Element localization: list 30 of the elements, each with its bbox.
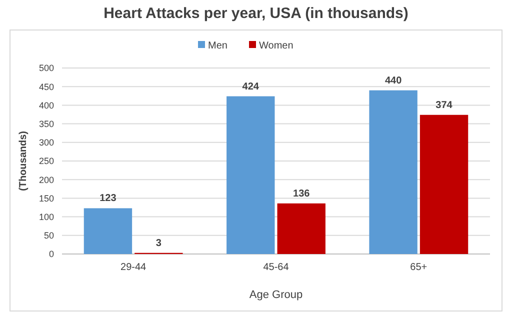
y-tick-label: 350 — [38, 118, 54, 129]
bar — [420, 114, 468, 254]
y-tick-label: 400 — [38, 100, 54, 110]
bar — [84, 208, 132, 254]
y-tick-label: 0 — [48, 249, 54, 260]
legend-label: Men — [208, 40, 228, 52]
y-axis-title: (Thousands) — [18, 131, 29, 191]
data-label: 3 — [156, 238, 162, 249]
data-label: 374 — [436, 100, 453, 111]
data-label: 136 — [293, 188, 310, 200]
x-axis-title: Age Group — [249, 289, 303, 301]
y-tick-label: 500 — [38, 63, 54, 74]
x-tick-label: 65+ — [410, 262, 428, 273]
bar — [226, 96, 275, 254]
legend-label: Women — [259, 40, 294, 52]
y-tick-label: 50 — [44, 230, 54, 241]
x-tick-label: 29-44 — [120, 262, 147, 273]
bar — [369, 90, 418, 254]
chart-title: Heart Attacks per year, USA (in thousands) — [104, 5, 408, 22]
y-tick-label: 300 — [38, 138, 54, 148]
y-tick-label: 250 — [38, 156, 54, 166]
y-tick-label: 450 — [38, 82, 54, 92]
data-label: 424 — [242, 81, 260, 92]
bar — [277, 203, 326, 254]
y-tick-label: 150 — [38, 193, 54, 204]
y-tick-label: 200 — [38, 174, 54, 185]
data-label: 440 — [384, 75, 402, 86]
x-tick-label: 45-64 — [263, 262, 290, 273]
y-tick-label: 100 — [38, 212, 54, 222]
data-label: 123 — [100, 193, 117, 204]
